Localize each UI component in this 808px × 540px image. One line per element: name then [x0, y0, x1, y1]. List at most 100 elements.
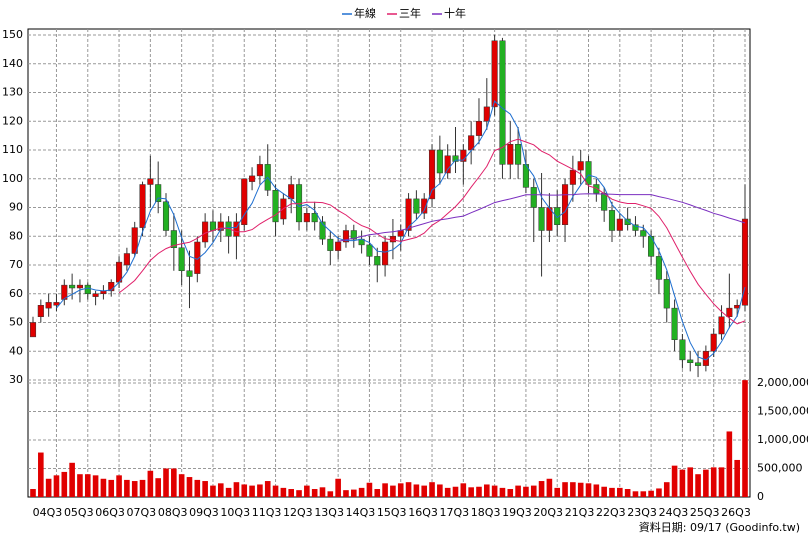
volume-bar — [570, 482, 576, 497]
ma-line — [56, 100, 746, 361]
candle-body — [726, 307, 733, 317]
candle-body — [374, 256, 381, 266]
volume-bar — [45, 478, 52, 497]
volume-bar — [429, 482, 435, 497]
candle-body — [718, 316, 725, 335]
volume-bar — [139, 479, 146, 497]
volume-bar — [233, 482, 240, 497]
candle-body — [155, 184, 162, 202]
volume-bar — [350, 489, 357, 497]
volume-bar — [554, 487, 561, 497]
volume-bar — [264, 481, 271, 497]
volume-bar — [523, 486, 529, 497]
volume-bar — [382, 483, 388, 497]
candle-body — [217, 221, 224, 231]
x-tick-label: 05Q3 — [64, 506, 94, 519]
volume-bar — [460, 483, 467, 497]
volume-bar — [601, 486, 607, 497]
candle-body — [601, 192, 608, 211]
y-tick-label: 60 — [9, 287, 23, 300]
volume-bar — [319, 487, 326, 497]
volume-bar — [476, 486, 482, 497]
candle-body — [366, 244, 373, 257]
volume-bar — [405, 482, 412, 497]
x-tick-label: 11Q3 — [252, 506, 282, 519]
volume-bar — [84, 474, 91, 497]
candle-body — [53, 302, 60, 306]
candle-body — [695, 362, 702, 366]
candle-body — [436, 149, 443, 174]
volume-bar — [38, 452, 44, 497]
volume-bar — [499, 487, 506, 497]
volume-bar — [155, 478, 161, 497]
volume-tick-label: 1,500,000 — [757, 405, 808, 418]
x-tick-label: 17Q3 — [440, 506, 470, 519]
candle-body — [413, 198, 420, 214]
candle-body — [186, 270, 193, 277]
candle-body — [499, 40, 506, 165]
volume-bar — [343, 490, 349, 497]
volume-bar — [663, 482, 670, 497]
x-tick-label: 08Q3 — [158, 506, 188, 519]
y-tick-label: 100 — [2, 172, 23, 185]
candle-body — [335, 241, 342, 251]
volume-bar — [562, 482, 568, 497]
candle-body — [389, 236, 396, 243]
volume-bar — [585, 483, 592, 497]
x-tick-label: 12Q3 — [283, 506, 313, 519]
candle-body — [249, 175, 256, 182]
volume-bar — [734, 459, 740, 497]
volume-bar — [468, 487, 474, 497]
volume-bar — [163, 468, 169, 497]
volume-bar — [108, 479, 115, 497]
volume-bar — [61, 471, 68, 497]
volume-bar — [679, 469, 686, 497]
volume-bar — [632, 491, 639, 497]
volume-bar — [304, 485, 310, 497]
x-tick-label: 10Q3 — [220, 506, 250, 519]
volume-bar — [311, 489, 318, 497]
volume-bar — [703, 469, 709, 497]
volume-bar — [272, 485, 279, 497]
volume-bar — [444, 487, 451, 497]
y-tick-label: 150 — [2, 28, 23, 41]
candle-body — [241, 178, 248, 225]
candle-body — [687, 359, 694, 363]
candle-body — [45, 302, 52, 309]
volume-bar — [577, 482, 584, 497]
x-tick-label: 18Q3 — [471, 506, 501, 519]
volume-bar — [437, 484, 443, 497]
candle-body — [131, 227, 138, 254]
candle-body — [29, 322, 37, 338]
candle-body — [178, 247, 185, 271]
volume-bar — [374, 489, 381, 497]
candle-body — [84, 284, 91, 294]
candle-body — [162, 201, 170, 231]
volume-bar — [30, 489, 36, 497]
volume-bar — [718, 467, 725, 497]
volume-bar — [648, 490, 654, 497]
candle-body — [319, 221, 326, 240]
candle-body — [397, 230, 404, 237]
candle-body — [61, 284, 68, 300]
x-tick-label: 23Q3 — [627, 506, 657, 519]
volume-bar — [77, 474, 83, 497]
volume-bar — [335, 478, 341, 497]
volume-bar — [742, 380, 748, 497]
volume-tick-label: 0 — [757, 490, 764, 503]
volume-bar — [202, 481, 208, 497]
volume-bar — [538, 481, 545, 497]
y-tick-label: 40 — [9, 344, 23, 357]
volume-bar — [69, 462, 75, 497]
volume-tick-label: 1,000,000 — [757, 433, 808, 446]
candle-body — [640, 230, 647, 237]
candle-body — [421, 198, 428, 214]
volume-bar — [656, 488, 662, 497]
candle-body — [69, 284, 76, 289]
volume-bar — [546, 478, 553, 497]
candle-body — [655, 256, 662, 280]
volume-bar — [178, 474, 185, 497]
volume-bar — [53, 475, 60, 497]
volume-bar — [100, 478, 107, 497]
volume-tick-label: 2,000,000 — [757, 376, 808, 389]
